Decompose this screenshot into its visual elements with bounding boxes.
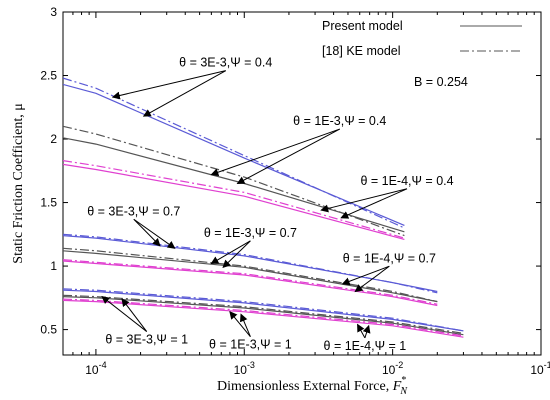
annotation-arrow <box>111 70 226 100</box>
annotation-arrow <box>340 188 408 219</box>
series-line-present-theta-1E-3-psi-1 <box>63 296 464 336</box>
series-line-ke-theta-1E-4-psi-1 <box>63 298 464 337</box>
series-line-present-theta-1E-4-psi-1 <box>63 299 464 338</box>
annotation-arrow <box>240 313 251 337</box>
axis-ticks: 0.5 1 1.5 2 2.5 3 10-4 10-3 10-2 10-1 <box>40 5 550 377</box>
annotation-label: θ = 3E-3,Ψ = 1 <box>105 333 188 347</box>
annotation-label: θ = 1E-4,Ψ = 1 <box>324 339 407 353</box>
series-line-ke-theta-3E-3-psi-0.7 <box>63 233 438 294</box>
annotation-label: θ = 1E-4,Ψ = 0.7 <box>343 251 436 265</box>
series-line-present-theta-1E-3-psi-0.7 <box>63 250 438 303</box>
x-tick-label: 10-3 <box>234 360 255 377</box>
annotation-arrow <box>229 311 251 337</box>
series-line-ke-theta-1E-4-psi-0.4 <box>63 160 405 239</box>
annotation-arrow <box>362 324 371 339</box>
annotation-arrow <box>236 128 340 184</box>
annotation-layer: θ = 3E-3,Ψ = 0.4 θ = 1E-3,Ψ = 0.4 θ = 1E-4… <box>87 56 453 353</box>
legend-label: [18] KE model <box>322 44 401 58</box>
y-tick-label: 0.5 <box>40 323 57 337</box>
y-tick-label: 1 <box>50 259 57 273</box>
plot-area <box>62 11 542 356</box>
x-axis-label-sub: N <box>399 386 408 397</box>
x-tick-label: 10-4 <box>85 360 106 377</box>
annotation-label: θ = 1E-3,Ψ = 1 <box>209 338 292 352</box>
x-tick-label: 10-1 <box>530 360 550 377</box>
series-line-present-theta-3E-3-psi-1 <box>63 289 464 332</box>
annotation-label: θ = 3E-3,Ψ = 0.4 <box>179 56 272 70</box>
y-tick-label: 2 <box>50 132 57 146</box>
annotation-arrow <box>121 298 148 332</box>
annotation-arrow <box>354 265 390 293</box>
series-line-ke-theta-1E-3-psi-0.7 <box>63 247 438 303</box>
annotation-arrow <box>133 218 161 247</box>
y-axis-label: Static Friction Coefficient, μ <box>11 103 26 263</box>
annotation-arrow <box>222 240 251 269</box>
annotation-arrow <box>133 218 176 249</box>
annotation-arrow <box>210 240 251 265</box>
series-line-present-theta-1E-4-psi-0.7 <box>63 260 438 307</box>
annotation-arrow <box>142 70 226 117</box>
series-line-ke-theta-3E-3-psi-1 <box>63 288 464 332</box>
annotation-label: θ = 1E-3,Ψ = 0.4 <box>293 114 386 128</box>
annotation-arrow <box>101 295 148 332</box>
legend-note: B = 0.254 <box>414 75 468 89</box>
annotation-arrow <box>210 128 340 177</box>
y-tick-label: 2.5 <box>40 69 57 83</box>
series-line-ke-theta-3E-3-psi-0.4 <box>63 77 405 229</box>
x-axis-label-sup: * <box>401 375 406 386</box>
x-axis-label: Dimensionless External Force, F* N <box>217 375 408 397</box>
annotation-arrow <box>320 188 408 213</box>
legend: Present model [18] KE model B = 0.254 <box>322 19 522 89</box>
x-axis-label-var: F <box>392 379 402 394</box>
annotation-arrow <box>341 265 390 286</box>
y-tick-label: 3 <box>50 5 57 19</box>
x-axis-label-text: Dimensionless External Force, <box>217 379 393 394</box>
series-line-ke-theta-1E-4-psi-0.7 <box>63 259 438 305</box>
annotation-label: θ = 1E-3,Ψ = 0.7 <box>204 226 297 240</box>
annotation-label: θ = 3E-3,Ψ = 0.7 <box>87 204 180 218</box>
annotation-arrow <box>357 323 366 339</box>
y-tick-label: 1.5 <box>40 196 57 210</box>
series-line-present-theta-1E-4-psi-0.4 <box>63 163 405 240</box>
legend-label: Present model <box>322 19 403 33</box>
series-line-ke-theta-1E-3-psi-1 <box>63 294 464 334</box>
annotation-label: θ = 1E-4,Ψ = 0.4 <box>360 174 453 188</box>
x-tick-label: 10-2 <box>382 360 403 377</box>
series-layer <box>63 77 464 338</box>
